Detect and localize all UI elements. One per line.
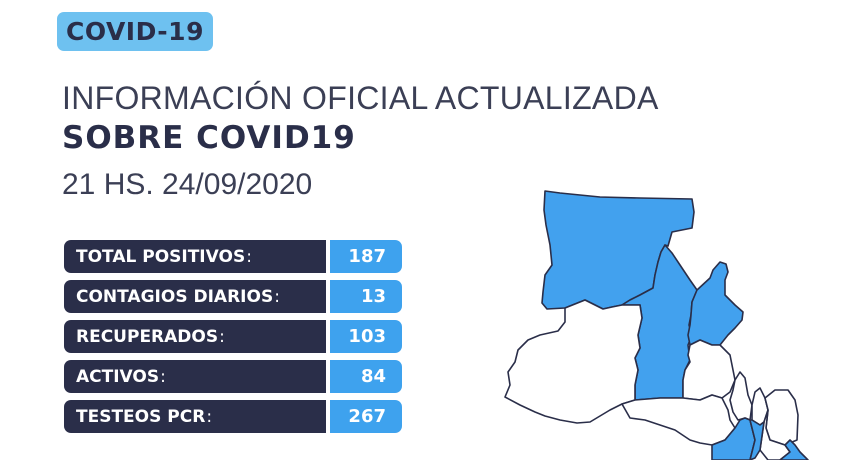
page-title-line2: SOBRE COVID19 <box>62 120 356 156</box>
stat-label: TESTEOS PCR: <box>64 400 326 433</box>
stat-value: 103 <box>330 320 402 353</box>
stat-label: RECUPERADOS: <box>64 320 326 353</box>
stat-value: 267 <box>330 400 402 433</box>
map-region-south-blue-3 <box>779 439 809 460</box>
stat-label: ACTIVOS: <box>64 360 326 393</box>
stat-row-recuperados: RECUPERADOS: 103 <box>64 320 402 353</box>
stat-row-testeos-pcr: TESTEOS PCR: 267 <box>64 400 402 433</box>
stat-row-contagios-diarios: CONTAGIOS DIARIOS: 13 <box>64 280 402 313</box>
department-map <box>504 190 809 460</box>
page-title-line1: INFORMACIÓN OFICIAL ACTUALIZADA <box>62 80 659 116</box>
map-region-south-blue-2 <box>749 419 765 460</box>
covid-badge: COVID-19 <box>57 12 213 51</box>
map-region-west <box>504 299 643 424</box>
map-region-south-west <box>621 394 736 446</box>
map-region-east <box>687 261 744 346</box>
stat-label: CONTAGIOS DIARIOS: <box>64 280 326 313</box>
map-region-far-east <box>764 389 799 446</box>
stats-table: TOTAL POSITIVOS: 187 CONTAGIOS DIARIOS: … <box>64 240 402 440</box>
report-timestamp: 21 HS. 24/09/2020 <box>62 168 313 201</box>
stat-value: 187 <box>330 240 402 273</box>
stat-row-activos: ACTIVOS: 84 <box>64 360 402 393</box>
stat-label: TOTAL POSITIVOS: <box>64 240 326 273</box>
stat-row-total-positivos: TOTAL POSITIVOS: 187 <box>64 240 402 273</box>
stat-value: 13 <box>330 280 402 313</box>
map-region-center-south <box>682 339 736 401</box>
stat-value: 84 <box>330 360 402 393</box>
